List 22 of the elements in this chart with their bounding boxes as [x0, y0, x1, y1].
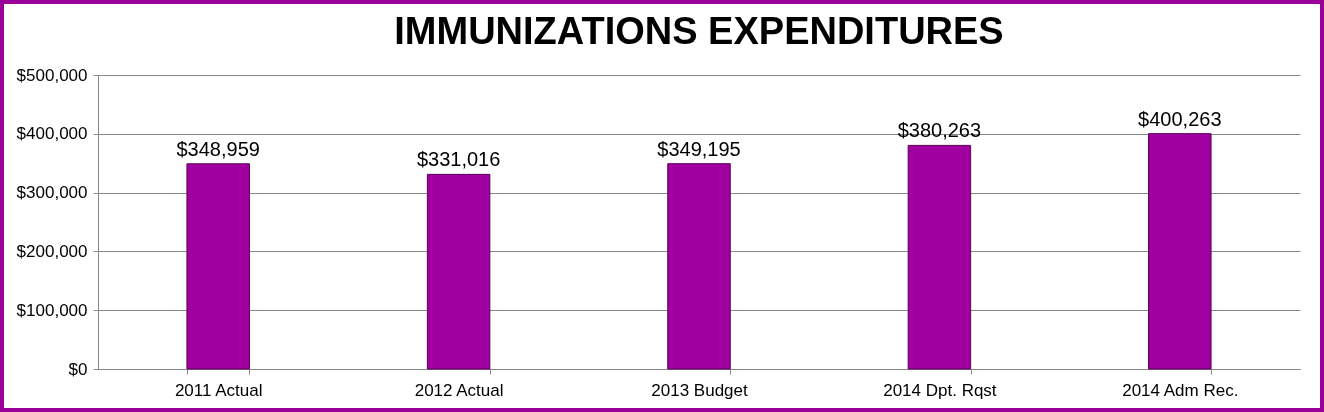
- data-label: $348,959: [176, 137, 260, 160]
- bar: [186, 163, 250, 370]
- x-tick-label: 2014 Adm Rec.: [1122, 380, 1239, 400]
- x-tick-label: 2014 Dpt. Rqst: [883, 380, 997, 400]
- x-tick-label: 2012 Actual: [414, 380, 504, 400]
- chart-title: IMMUNIZATIONS EXPENDITURES: [394, 10, 1004, 52]
- x-tick-label: 2013 Budget: [651, 380, 748, 400]
- y-tick-label: $0: [68, 359, 88, 379]
- bar: [426, 173, 491, 370]
- data-label: $380,263: [897, 119, 982, 142]
- y-tick-label: $200,000: [16, 241, 88, 261]
- y-tick-label: $100,000: [16, 300, 88, 320]
- bar: [907, 144, 972, 370]
- data-label: $349,195: [657, 137, 741, 160]
- data-label: $400,263: [1138, 107, 1222, 130]
- y-tick-label: $400,000: [16, 124, 88, 144]
- y-tick-label: $300,000: [16, 183, 88, 203]
- x-tick-label: 2011 Actual: [174, 380, 263, 400]
- bar: [1148, 133, 1212, 370]
- data-label: $331,016: [416, 148, 501, 171]
- bar: [667, 163, 731, 370]
- y-tick-label: $500,000: [16, 65, 88, 85]
